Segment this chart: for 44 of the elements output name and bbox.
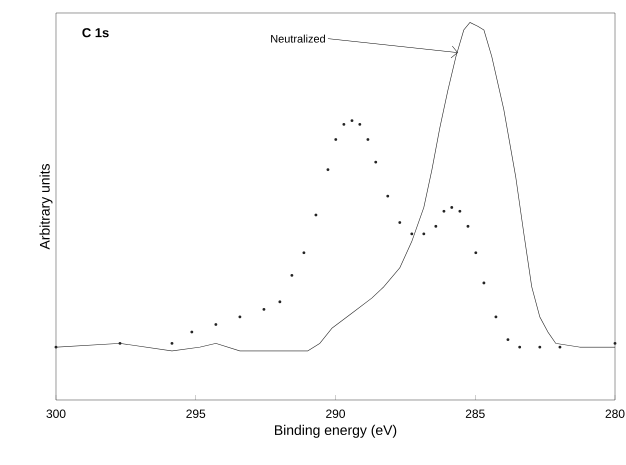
chart-title: C 1s xyxy=(82,28,109,38)
point xyxy=(314,214,318,216)
point xyxy=(278,300,282,304)
y-axis-title: Arbitrary units xyxy=(39,164,52,250)
x-tick-label: 280 xyxy=(606,410,625,418)
point xyxy=(214,323,218,326)
point xyxy=(518,346,522,349)
point xyxy=(262,308,266,311)
point xyxy=(466,224,470,228)
x-tick-label: 300 xyxy=(46,410,66,418)
point xyxy=(398,221,402,224)
point xyxy=(118,342,122,345)
point xyxy=(506,338,510,341)
point xyxy=(422,232,426,236)
point xyxy=(350,119,354,122)
annotation: Neutralized xyxy=(271,34,325,43)
x-tick-label: 290 xyxy=(326,410,346,418)
point xyxy=(366,138,370,141)
point xyxy=(302,251,306,254)
point xyxy=(326,168,330,172)
point xyxy=(458,210,462,213)
point xyxy=(474,251,478,254)
point xyxy=(614,342,616,345)
point xyxy=(290,274,294,277)
x-tick-label: 285 xyxy=(466,410,485,418)
point xyxy=(386,194,390,198)
point xyxy=(190,330,194,334)
point xyxy=(238,316,242,318)
point xyxy=(334,138,338,141)
point xyxy=(342,122,346,126)
point xyxy=(434,224,438,228)
point xyxy=(538,346,542,349)
point xyxy=(410,232,414,236)
point xyxy=(482,282,486,284)
point xyxy=(54,346,58,349)
point xyxy=(358,122,362,126)
x-tick-label: 295 xyxy=(186,410,206,418)
point xyxy=(494,316,498,318)
point xyxy=(374,160,378,164)
x-axis-title: Binding energy (eV) xyxy=(275,424,396,438)
point xyxy=(450,206,454,209)
point xyxy=(558,346,562,349)
point xyxy=(442,210,446,213)
point xyxy=(170,342,174,345)
